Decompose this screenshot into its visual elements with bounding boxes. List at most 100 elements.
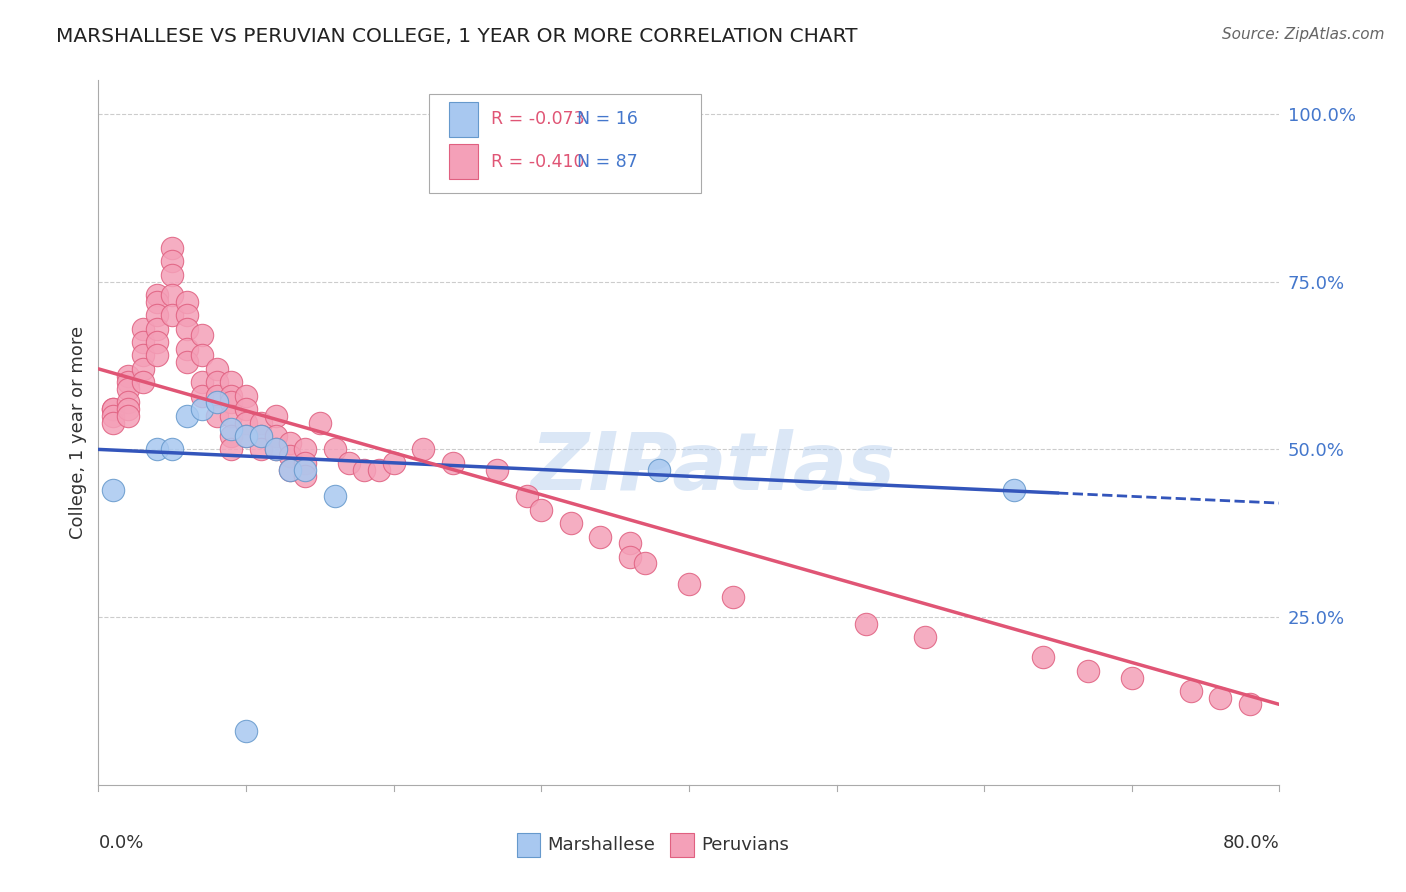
Point [117,395,139,409]
Point [1239,698,1261,712]
Point [191,402,214,417]
Point [235,429,257,443]
Point [132,334,155,349]
Point [235,724,257,739]
Point [103,402,125,417]
Point [1209,690,1232,705]
Point [441,456,464,470]
Text: ZIPatlas: ZIPatlas [530,429,896,507]
Point [1121,671,1143,685]
FancyBboxPatch shape [671,833,693,857]
Point [191,376,214,390]
Point [235,416,257,430]
Point [250,429,273,443]
Point [294,469,316,483]
Point [103,416,125,430]
Point [221,409,243,423]
Point [176,342,198,356]
Text: R = -0.410: R = -0.410 [491,153,583,170]
Point [678,576,700,591]
Point [191,389,214,403]
Point [162,268,183,282]
Point [1032,650,1054,665]
Point [560,516,582,531]
Point [264,409,287,423]
Text: Source: ZipAtlas.com: Source: ZipAtlas.com [1222,27,1385,42]
Point [176,355,198,369]
Point [176,409,198,423]
Point [146,442,169,457]
FancyBboxPatch shape [429,95,700,193]
Point [176,321,198,335]
Point [221,422,243,436]
Point [486,462,509,476]
Point [264,442,287,457]
Point [162,308,183,322]
Point [250,416,273,430]
Point [103,409,125,423]
Point [309,416,332,430]
Point [323,442,346,457]
Point [146,321,169,335]
Text: N = 16: N = 16 [576,111,637,128]
Point [250,429,273,443]
Point [146,334,169,349]
Point [589,530,612,544]
Point [235,389,257,403]
Point [205,409,228,423]
Point [117,382,139,396]
Point [634,557,657,571]
Point [235,429,257,443]
Point [294,462,316,476]
Point [280,462,302,476]
Text: Marshallese: Marshallese [547,836,655,854]
Point [162,288,183,302]
Point [914,630,936,644]
Point [250,442,273,457]
FancyBboxPatch shape [449,144,478,179]
Point [264,442,287,457]
Text: N = 87: N = 87 [576,153,637,170]
Point [162,442,183,457]
Point [619,536,641,550]
Point [132,321,155,335]
Point [1002,483,1025,497]
Point [648,462,671,476]
Y-axis label: College, 1 year or more: College, 1 year or more [69,326,87,539]
Point [117,368,139,383]
Point [162,241,183,255]
Point [117,376,139,390]
Point [412,442,434,457]
Point [191,328,214,343]
Point [176,308,198,322]
Point [1180,684,1202,698]
Point [280,462,302,476]
Point [221,429,243,443]
Point [221,376,243,390]
Point [132,376,155,390]
Point [103,483,125,497]
Point [339,456,361,470]
Point [132,348,155,362]
Point [146,308,169,322]
Point [323,489,346,503]
FancyBboxPatch shape [516,833,540,857]
Point [619,549,641,564]
Point [294,442,316,457]
Point [723,590,745,604]
Point [353,462,375,476]
Point [191,348,214,362]
Point [294,456,316,470]
Point [103,402,125,417]
Point [146,288,169,302]
Point [280,449,302,463]
Point [146,348,169,362]
Point [162,254,183,268]
Point [146,294,169,309]
Point [205,389,228,403]
Point [530,503,553,517]
Text: 80.0%: 80.0% [1223,834,1279,852]
Point [117,409,139,423]
Point [117,402,139,417]
Point [855,616,877,631]
